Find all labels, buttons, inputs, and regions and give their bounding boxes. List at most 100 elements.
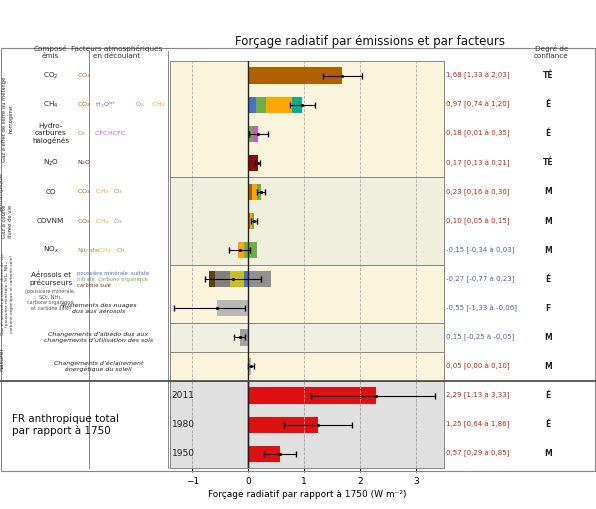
- Text: O$_3$: O$_3$: [77, 129, 87, 138]
- Text: M: M: [544, 187, 552, 196]
- Text: -0,55 [-1,33 à -0,06]: -0,55 [-1,33 à -0,06]: [446, 305, 517, 312]
- Bar: [244, 242, 257, 258]
- Bar: [170, 119, 444, 148]
- Text: NO$_x$: NO$_x$: [42, 245, 59, 255]
- Text: TÉ: TÉ: [543, 158, 554, 167]
- Bar: [248, 213, 250, 229]
- Text: poussière minérale  sulfate: poussière minérale sulfate: [77, 270, 150, 276]
- Text: CO$_2$: CO$_2$: [77, 100, 91, 109]
- Text: É: É: [546, 420, 551, 429]
- Text: (poussière minérale,
SO₂, NH₃,
carbone organique
et carbone suie): (poussière minérale, SO₂, NH₃, carbone o…: [26, 289, 76, 312]
- Text: Gaz et aérosols à courte durée de vie
(poussière minérale, SO₂, NH₃,
carbone org: Gaz et aérosols à courte durée de vie (p…: [1, 253, 14, 335]
- Bar: [170, 294, 444, 323]
- Bar: [170, 236, 444, 265]
- Text: Facteurs atmosphériques
en découlant: Facteurs atmosphériques en découlant: [70, 44, 162, 59]
- Text: N$_2$O: N$_2$O: [77, 158, 92, 167]
- Text: CO$_2$: CO$_2$: [77, 71, 91, 80]
- Text: CH$_4$: CH$_4$: [94, 187, 109, 196]
- Text: -0,15 [-0,34 à 0,03]: -0,15 [-0,34 à 0,03]: [446, 246, 514, 254]
- Bar: [252, 213, 254, 229]
- Bar: [248, 445, 280, 462]
- Text: CH$_4$: CH$_4$: [94, 217, 109, 225]
- Text: Naturel: Naturel: [0, 348, 4, 371]
- Text: 2,29 [1,13 à 3,33]: 2,29 [1,13 à 3,33]: [446, 392, 510, 399]
- Bar: [230, 271, 244, 288]
- Bar: [253, 126, 258, 142]
- Text: Changements d’albédo dus aux
changements d’utilisation des sols: Changements d’albédo dus aux changements…: [44, 332, 153, 343]
- Text: 0,18 [0,01 à 0,35]: 0,18 [0,01 à 0,35]: [446, 130, 510, 137]
- Text: Changements d’éclairement
énergétique du soleil: Changements d’éclairement énergétique du…: [54, 360, 143, 373]
- Bar: [244, 271, 248, 288]
- Text: Anthropique: Anthropique: [0, 173, 4, 211]
- Text: O$_3$: O$_3$: [112, 217, 124, 225]
- Text: M: M: [544, 449, 552, 458]
- Text: CH$_4$: CH$_4$: [150, 100, 166, 109]
- Bar: [248, 387, 376, 404]
- Text: 0,17 [0,13 à 0,21]: 0,17 [0,13 à 0,21]: [446, 159, 510, 166]
- Text: CO$_2$: CO$_2$: [77, 187, 91, 196]
- Text: F: F: [546, 304, 551, 313]
- Text: É: É: [546, 129, 551, 138]
- Bar: [215, 271, 230, 288]
- Text: N$_2$O: N$_2$O: [42, 158, 59, 168]
- Bar: [170, 265, 444, 294]
- Bar: [209, 271, 215, 288]
- Text: 1,68 [1,33 à 2,03]: 1,68 [1,33 à 2,03]: [446, 72, 510, 79]
- Bar: [170, 90, 444, 119]
- Bar: [170, 410, 444, 439]
- Text: 2011: 2011: [172, 391, 194, 400]
- Bar: [257, 184, 261, 200]
- Text: CO: CO: [45, 189, 56, 195]
- Bar: [252, 184, 257, 200]
- Text: Forçage radiatif par émissions et par facteurs: Forçage radiatif par émissions et par fa…: [234, 35, 505, 48]
- Text: FR anthropique total
par rapport à 1750: FR anthropique total par rapport à 1750: [12, 413, 119, 436]
- Text: M: M: [544, 362, 552, 371]
- Bar: [238, 242, 244, 258]
- Bar: [170, 148, 444, 178]
- Bar: [170, 323, 444, 352]
- Text: -0,27 [-0,77 à 0,23]: -0,27 [-0,77 à 0,23]: [446, 275, 514, 283]
- Bar: [248, 97, 256, 113]
- Text: 1950: 1950: [172, 449, 195, 458]
- Bar: [248, 358, 251, 375]
- Text: H$_2$O$^{str}$: H$_2$O$^{str}$: [94, 100, 116, 109]
- Text: É: É: [546, 100, 551, 109]
- Text: CO$_2$: CO$_2$: [43, 71, 58, 81]
- Text: Ajustements des nuages
dus aux aérosols: Ajustements des nuages dus aux aérosols: [60, 303, 137, 314]
- Bar: [170, 352, 444, 381]
- Bar: [240, 329, 248, 346]
- Bar: [170, 61, 444, 90]
- Bar: [248, 184, 252, 200]
- Bar: [248, 126, 253, 142]
- Text: 0,23 [0,16 à 0,30]: 0,23 [0,16 à 0,30]: [446, 188, 510, 195]
- Text: Composé
émis: Composé émis: [34, 44, 67, 59]
- X-axis label: Forçage radiatif par rapport à 1750 (W m⁻²): Forçage radiatif par rapport à 1750 (W m…: [207, 491, 406, 499]
- Bar: [248, 155, 257, 171]
- Text: 0,97 [0,74 à 1,20]: 0,97 [0,74 à 1,20]: [446, 101, 510, 108]
- Bar: [250, 213, 252, 229]
- Text: CH$_4$: CH$_4$: [43, 100, 58, 110]
- Text: 1980: 1980: [172, 420, 195, 429]
- Bar: [170, 439, 444, 468]
- Bar: [248, 271, 271, 288]
- Text: Hydro-
carbures
halogénés: Hydro- carbures halogénés: [32, 123, 69, 145]
- Bar: [170, 178, 444, 207]
- Text: Gaz à courte
durée de vie: Gaz à courte durée de vie: [2, 204, 13, 238]
- Text: Aérosols et
précurseurs: Aérosols et précurseurs: [29, 272, 72, 287]
- Text: 0,57 [0,29 à 0,85]: 0,57 [0,29 à 0,85]: [446, 450, 509, 458]
- Text: Nitrate: Nitrate: [77, 248, 100, 252]
- Text: CO$_2$: CO$_2$: [77, 217, 91, 225]
- Text: CH$_4$: CH$_4$: [97, 246, 112, 254]
- Text: COVNM: COVNM: [37, 218, 64, 224]
- Text: É: É: [546, 275, 551, 284]
- Bar: [170, 381, 444, 410]
- Text: TÉ: TÉ: [543, 71, 554, 80]
- Text: 0,05 [0,00 à 0,10]: 0,05 [0,00 à 0,10]: [446, 363, 510, 370]
- Bar: [218, 300, 248, 317]
- Bar: [248, 68, 342, 84]
- Text: 0,15 [-0,25 à -0,05]: 0,15 [-0,25 à -0,05]: [446, 334, 514, 341]
- Text: O$_3$: O$_3$: [112, 187, 124, 196]
- Bar: [293, 97, 302, 113]
- Text: Gaz à effet de serre au mélange
homogène: Gaz à effet de serre au mélange homogène: [1, 76, 13, 162]
- Text: M: M: [544, 246, 552, 254]
